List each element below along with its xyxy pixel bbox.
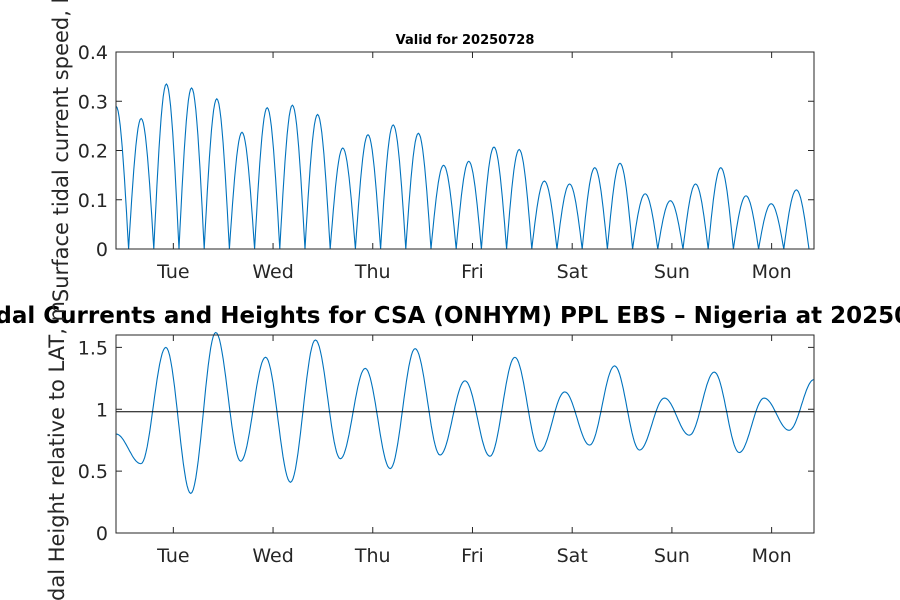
- current-speed-panel: Valid for 20250728 0 0.1 0.2 0.3 0.4 Tue Wed Th…: [49, 0, 815, 302]
- current-speed-xtick-label: Sat: [557, 261, 588, 283]
- current-speed-xtick-label: Tue: [156, 261, 189, 283]
- current-speed-series-line: [115, 83, 810, 250]
- current-speed-ylabel: Surface tidal current speed, kn: [49, 0, 73, 302]
- tidal-height-xtick-label: Sat: [557, 545, 588, 567]
- tidal-height-panel: 0 0.5 1 1.5 Tue Wed Thu Fri Sat Sun Mon Tidal Heig…: [45, 301, 815, 600]
- tidal-height-xtick-label: Thu: [354, 545, 391, 567]
- current-speed-xtick-label: Wed: [252, 261, 293, 283]
- tidal-height-ylabel: Tidal Height relative to LAT, m: [45, 301, 69, 600]
- tidal-height-axes: 0 0.5 1 1.5 Tue Wed Thu Fri Sat Sun Mon: [78, 335, 814, 567]
- tidal-height-ytick-label: 0: [96, 523, 108, 545]
- chart-main-title: Tidal Currents and Heights for CSA (ONHY…: [0, 303, 900, 329]
- tidal-height-xtick-label: Sun: [654, 545, 690, 567]
- current-speed-ytick-label: 0.2: [78, 141, 108, 163]
- current-speed-xtick-label: Sun: [654, 261, 690, 283]
- current-speed-axes: 0 0.1 0.2 0.3 0.4 Tue Wed Thu Fri Sat Sun Mon: [78, 42, 814, 283]
- current-speed-ytick-label: 0.4: [78, 42, 108, 64]
- tidal-height-xtick-label: Tue: [156, 545, 189, 567]
- current-speed-title: Valid for 20250728: [396, 33, 535, 48]
- tidal-height-ytick-label: 0.5: [78, 461, 108, 483]
- tidal-height-series-line: [115, 331, 815, 495]
- current-speed-ytick-label: 0.3: [78, 91, 108, 113]
- tidal-height-ytick-label: 1.5: [78, 337, 108, 359]
- tidal-height-xtick-label: Wed: [252, 545, 293, 567]
- current-speed-ytick-label: 0: [96, 239, 108, 261]
- tidal-height-xtick-label: Fri: [461, 545, 484, 567]
- tidal-height-axes-box: [115, 334, 815, 534]
- current-speed-ytick-label: 0.1: [78, 190, 108, 212]
- tidal-height-ytick-label: 1: [96, 399, 108, 421]
- current-speed-xtick-label: Mon: [752, 261, 792, 283]
- current-speed-xtick-label: Fri: [461, 261, 484, 283]
- current-speed-xtick-label: Thu: [354, 261, 391, 283]
- current-speed-axes-box: [115, 51, 815, 250]
- tidal-height-xtick-label: Mon: [752, 545, 792, 567]
